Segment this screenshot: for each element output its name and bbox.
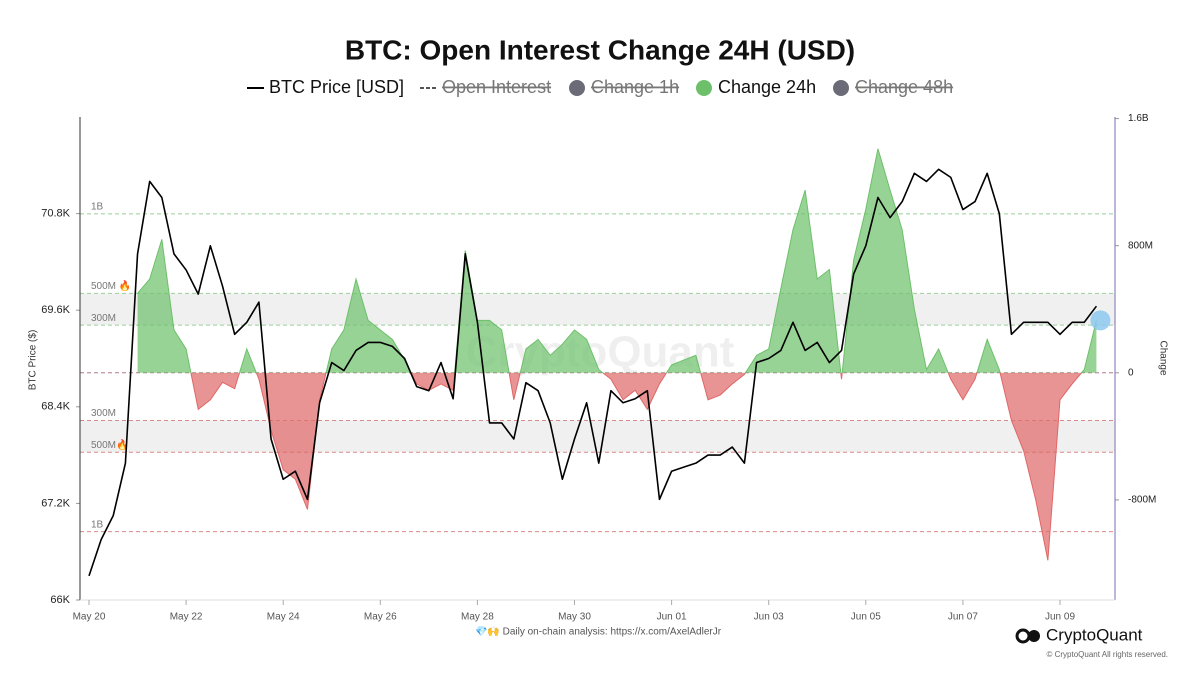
x-tick-label: May 24 — [267, 612, 300, 623]
x-tick-label: May 26 — [364, 612, 397, 623]
x-tick-label: Jun 03 — [754, 612, 784, 623]
x-tick-label: Jun 01 — [657, 612, 687, 623]
change-area — [137, 148, 1097, 561]
change-outline — [137, 148, 1097, 561]
x-tick-label: Jun 05 — [851, 612, 881, 623]
reference-label: 300M — [91, 408, 116, 419]
y2-tick-label: 0 — [1128, 367, 1134, 378]
price-line — [88, 168, 1098, 577]
reference-label: 300M — [91, 313, 116, 324]
brand-logo — [1015, 628, 1040, 644]
chart-title: BTC: Open Interest Change 24H (USD) — [345, 34, 855, 65]
last-point — [1090, 310, 1111, 331]
band — [80, 420, 1115, 453]
y-axis-label: BTC Price ($) — [28, 330, 39, 391]
legend-label[interactable]: Change 48h — [855, 77, 953, 97]
legend-marker — [696, 80, 712, 96]
y2-axis-label: Change — [1157, 340, 1168, 375]
copyright: © CryptoQuant All rights reserved. — [1047, 650, 1169, 659]
footer-note: 💎🙌 Daily on-chain analysis: https://x.co… — [475, 626, 722, 638]
legend-label[interactable]: BTC Price [USD] — [269, 77, 404, 97]
y-tick-label: 68.4K — [41, 401, 70, 413]
x-tick-label: May 30 — [558, 612, 591, 623]
legend-marker — [833, 80, 849, 96]
y2-tick-label: 800M — [1128, 240, 1153, 251]
y-tick-label: 66K — [50, 594, 70, 606]
band — [80, 293, 1115, 326]
x-tick-label: Jun 09 — [1045, 612, 1075, 623]
legend-label[interactable]: Change 24h — [718, 77, 816, 97]
legend-label[interactable]: Open Interest — [442, 77, 551, 97]
legend-marker — [569, 80, 585, 96]
y-tick-label: 67.2K — [41, 497, 70, 509]
legend-label[interactable]: Change 1h — [591, 77, 679, 97]
reference-label: 500M 🔥 — [91, 279, 131, 292]
x-tick-label: May 28 — [461, 612, 494, 623]
reference-label: 1B — [91, 519, 104, 530]
reference-label: 500M🔥 — [91, 438, 128, 451]
y2-tick-label: 1.6B — [1128, 113, 1149, 124]
y-tick-label: 69.6K — [41, 304, 70, 316]
y-tick-label: 70.8K — [41, 208, 70, 220]
x-tick-label: May 22 — [170, 612, 203, 623]
x-tick-label: Jun 07 — [948, 612, 978, 623]
brand: CryptoQuant — [1046, 625, 1143, 644]
reference-label: 1B — [91, 202, 104, 213]
y2-tick-label: -800M — [1128, 495, 1156, 506]
x-tick-label: May 20 — [73, 612, 106, 623]
